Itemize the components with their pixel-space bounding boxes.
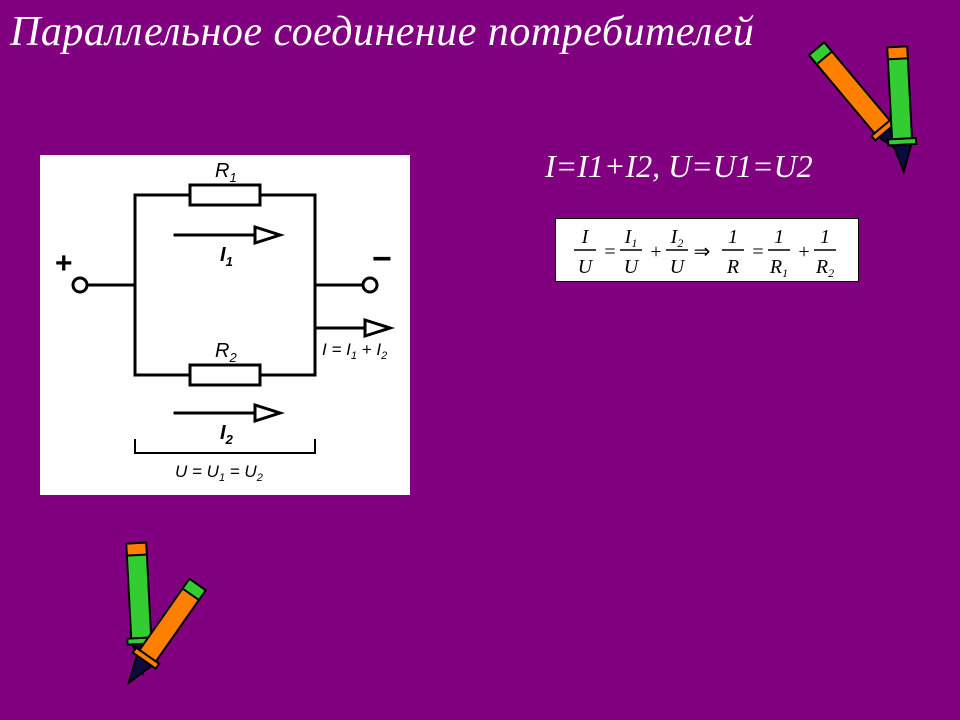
svg-text:⇒: ⇒ bbox=[694, 241, 711, 263]
fraction-equation-svg: IU=I1U+I2U⇒1R=1R1+1R2 bbox=[568, 223, 846, 279]
svg-text:U: U bbox=[624, 256, 640, 278]
svg-text:I1: I1 bbox=[624, 226, 638, 250]
svg-text:U: U bbox=[578, 256, 594, 278]
pens-decoration-bottom-left bbox=[55, 525, 230, 705]
svg-text:1: 1 bbox=[774, 226, 784, 248]
polarity-minus: − bbox=[372, 240, 392, 278]
svg-text:R1: R1 bbox=[769, 256, 788, 279]
svg-text:R: R bbox=[726, 256, 739, 278]
svg-text:I: I bbox=[581, 226, 590, 248]
svg-text:1: 1 bbox=[728, 226, 738, 248]
svg-text:1: 1 bbox=[820, 226, 830, 248]
svg-text:R2: R2 bbox=[815, 256, 834, 279]
fraction-equation-box: IU=I1U+I2U⇒1R=1R1+1R2 bbox=[555, 218, 859, 282]
circuit-svg: + − R1 R2 I1 I2 I = I1 + I2 U = U1 = U2 bbox=[40, 155, 410, 495]
svg-text:R2: R2 bbox=[215, 340, 237, 365]
svg-text:=: = bbox=[604, 241, 615, 263]
svg-text:U: U bbox=[670, 256, 686, 278]
svg-text:+: + bbox=[650, 241, 661, 263]
pens-decoration-top-right bbox=[788, 10, 948, 210]
svg-text:=: = bbox=[752, 241, 763, 263]
svg-text:I2: I2 bbox=[670, 226, 684, 250]
svg-text:U = U1 = U2: U = U1 = U2 bbox=[175, 462, 263, 484]
svg-text:I2: I2 bbox=[220, 422, 234, 447]
equation-summary: I=I1+I2, U=U1=U2 bbox=[545, 148, 813, 185]
slide-title: Параллельное соединение потребителей bbox=[10, 8, 754, 56]
svg-text:R1: R1 bbox=[215, 160, 237, 185]
polarity-plus: + bbox=[55, 247, 73, 280]
svg-text:I1: I1 bbox=[220, 244, 233, 269]
svg-text:+: + bbox=[798, 241, 809, 263]
circuit-diagram: + − R1 R2 I1 I2 I = I1 + I2 U = U1 = U2 bbox=[40, 155, 410, 495]
svg-text:I = I1 + I2: I = I1 + I2 bbox=[322, 340, 387, 362]
